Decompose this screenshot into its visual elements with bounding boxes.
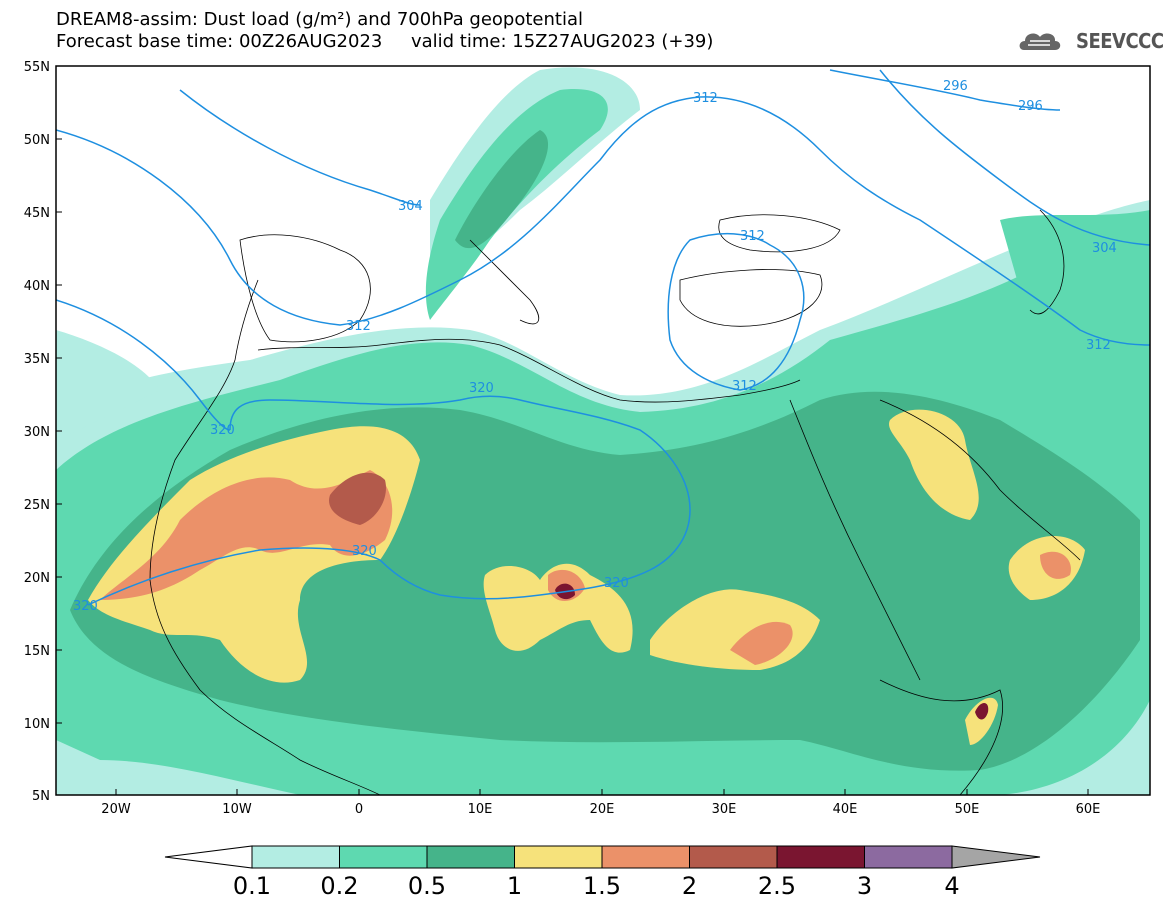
- dust-field-red-algeria: [329, 472, 386, 525]
- lon-tick-label: 20E: [590, 802, 615, 817]
- lon-tick-label: 10W: [222, 802, 252, 817]
- longitude-ticks: [115, 789, 1089, 795]
- colorbar-legend: 0.1 0.2 0.5 1 1.5 2 2.5 3 4: [164, 845, 1041, 900]
- dust-field-light-atlantic: [56, 330, 160, 440]
- colorbar-label: 2: [682, 872, 697, 900]
- lon-tick-label: 10E: [468, 802, 493, 817]
- colorbar-label: 1.5: [583, 872, 621, 900]
- contour-label: 304: [398, 199, 423, 214]
- geopotential-contours: [56, 69, 1150, 606]
- coastlines: [149, 209, 1081, 795]
- coastline-turkey: [679, 269, 823, 327]
- map-title: DREAM8-assim: Dust load (g/m²) and 700hP…: [56, 9, 583, 30]
- coastline-red-sea: [789, 399, 921, 681]
- contour-label: 296: [1018, 99, 1043, 114]
- lat-tick-label: 30N: [24, 425, 50, 440]
- contour-label: 312: [732, 379, 757, 394]
- coastline-horn: [879, 679, 1003, 795]
- contour-label: 296: [943, 79, 968, 94]
- colorbar-label: 4: [944, 872, 959, 900]
- dust-field-high-somalia: [965, 697, 998, 745]
- colorbar-label: 1: [507, 872, 522, 900]
- contour-320-west: [56, 299, 231, 431]
- contour-label: 320: [210, 423, 235, 438]
- coastline-arabia-east: [879, 399, 1081, 561]
- lat-tick-label: 35N: [24, 352, 50, 367]
- contour-label: 312: [740, 229, 765, 244]
- lat-tick-label: 10N: [24, 717, 50, 732]
- colorbar-label: 3: [857, 872, 872, 900]
- lon-tick-label: 40E: [833, 802, 858, 817]
- colorbar-label: 0.2: [320, 872, 358, 900]
- colorbar-label: 2.5: [758, 872, 796, 900]
- lon-tick-label: 50E: [955, 802, 980, 817]
- forecast-time-subtitle: Forecast base time: 00Z26AUG2023 valid t…: [56, 31, 714, 52]
- lon-tick-label: 30E: [712, 802, 737, 817]
- latitude-ticks: [56, 138, 62, 724]
- dust-field-orange-west: [100, 470, 393, 600]
- dust-field-high-center: [483, 563, 633, 653]
- colorbar-swatch: [251, 845, 340, 869]
- lat-tick-label: 45N: [24, 206, 50, 221]
- seevccc-cloud-logo-icon: [1019, 33, 1061, 50]
- coastline-caspian: [1029, 209, 1065, 315]
- colorbar-swatch: [514, 845, 603, 869]
- longitude-axis: 20W 10W 0 10E 20E 30E 40E 50E 60E: [101, 802, 1100, 817]
- colorbar-label: 0.5: [408, 872, 446, 900]
- lon-tick-label: 20W: [101, 802, 131, 817]
- lat-tick-label: 25N: [24, 498, 50, 513]
- lon-tick-label: 0: [355, 802, 363, 817]
- colorbar-swatch: [864, 845, 953, 869]
- colorbar-swatch: [776, 845, 865, 869]
- lat-tick-label: 50N: [24, 133, 50, 148]
- contour-label: 320: [604, 576, 629, 591]
- contour-320-main: [87, 395, 691, 606]
- contour-label: 312: [1086, 338, 1111, 353]
- coastline-west-africa: [149, 279, 381, 795]
- contour-label: 312: [346, 319, 371, 334]
- contour-label: 304: [1092, 241, 1117, 256]
- lat-tick-label: 40N: [24, 279, 50, 294]
- dust-field-low-caspian: [1000, 210, 1150, 323]
- dust-field-orange-sudan: [730, 621, 793, 665]
- dust-field-medium-north: [455, 130, 549, 249]
- colorbar-swatch: [339, 845, 428, 869]
- contour-296: [829, 69, 1061, 111]
- coastline-north-africa: [257, 338, 801, 403]
- lat-tick-label: 55N: [24, 60, 50, 75]
- contour-label: 320: [352, 544, 377, 559]
- coastline-iberia: [239, 234, 371, 343]
- coastline-italy: [469, 239, 540, 325]
- contour-labels: 296 296 304 304 312 312 312 312 312 320 …: [73, 79, 1117, 614]
- lat-tick-label: 5N: [32, 789, 50, 804]
- dust-fields: [56, 67, 1150, 795]
- contour-label: 320: [469, 381, 494, 396]
- dust-field-high-arabia: [889, 409, 979, 520]
- contour-312-aegean: [667, 232, 805, 391]
- lat-tick-label: 15N: [24, 644, 50, 659]
- colorbar-swatch: [426, 845, 515, 869]
- contour-label: 320: [73, 599, 98, 614]
- colorbar-swatch: [689, 845, 778, 869]
- contour-label: 312: [693, 91, 718, 106]
- colorbar-high-arrow: [951, 845, 1041, 869]
- colorbar-swatch: [601, 845, 690, 869]
- dust-field-orange-oman: [1040, 551, 1071, 579]
- seevccc-logo-text: SEEVCCC: [1076, 29, 1164, 53]
- lat-tick-label: 20N: [24, 571, 50, 586]
- lon-tick-label: 60E: [1076, 802, 1101, 817]
- colorbar-low-arrow: [164, 845, 253, 869]
- colorbar-label: 0.1: [233, 872, 271, 900]
- contour-304: [179, 69, 1150, 246]
- latitude-axis: 55N 50N 45N 40N 35N 30N 25N 20N 15N 10N …: [24, 60, 50, 804]
- dust-field-darkred-somalia: [975, 703, 989, 720]
- coastline-black-sea: [718, 214, 841, 253]
- contour-312-north: [56, 96, 1150, 346]
